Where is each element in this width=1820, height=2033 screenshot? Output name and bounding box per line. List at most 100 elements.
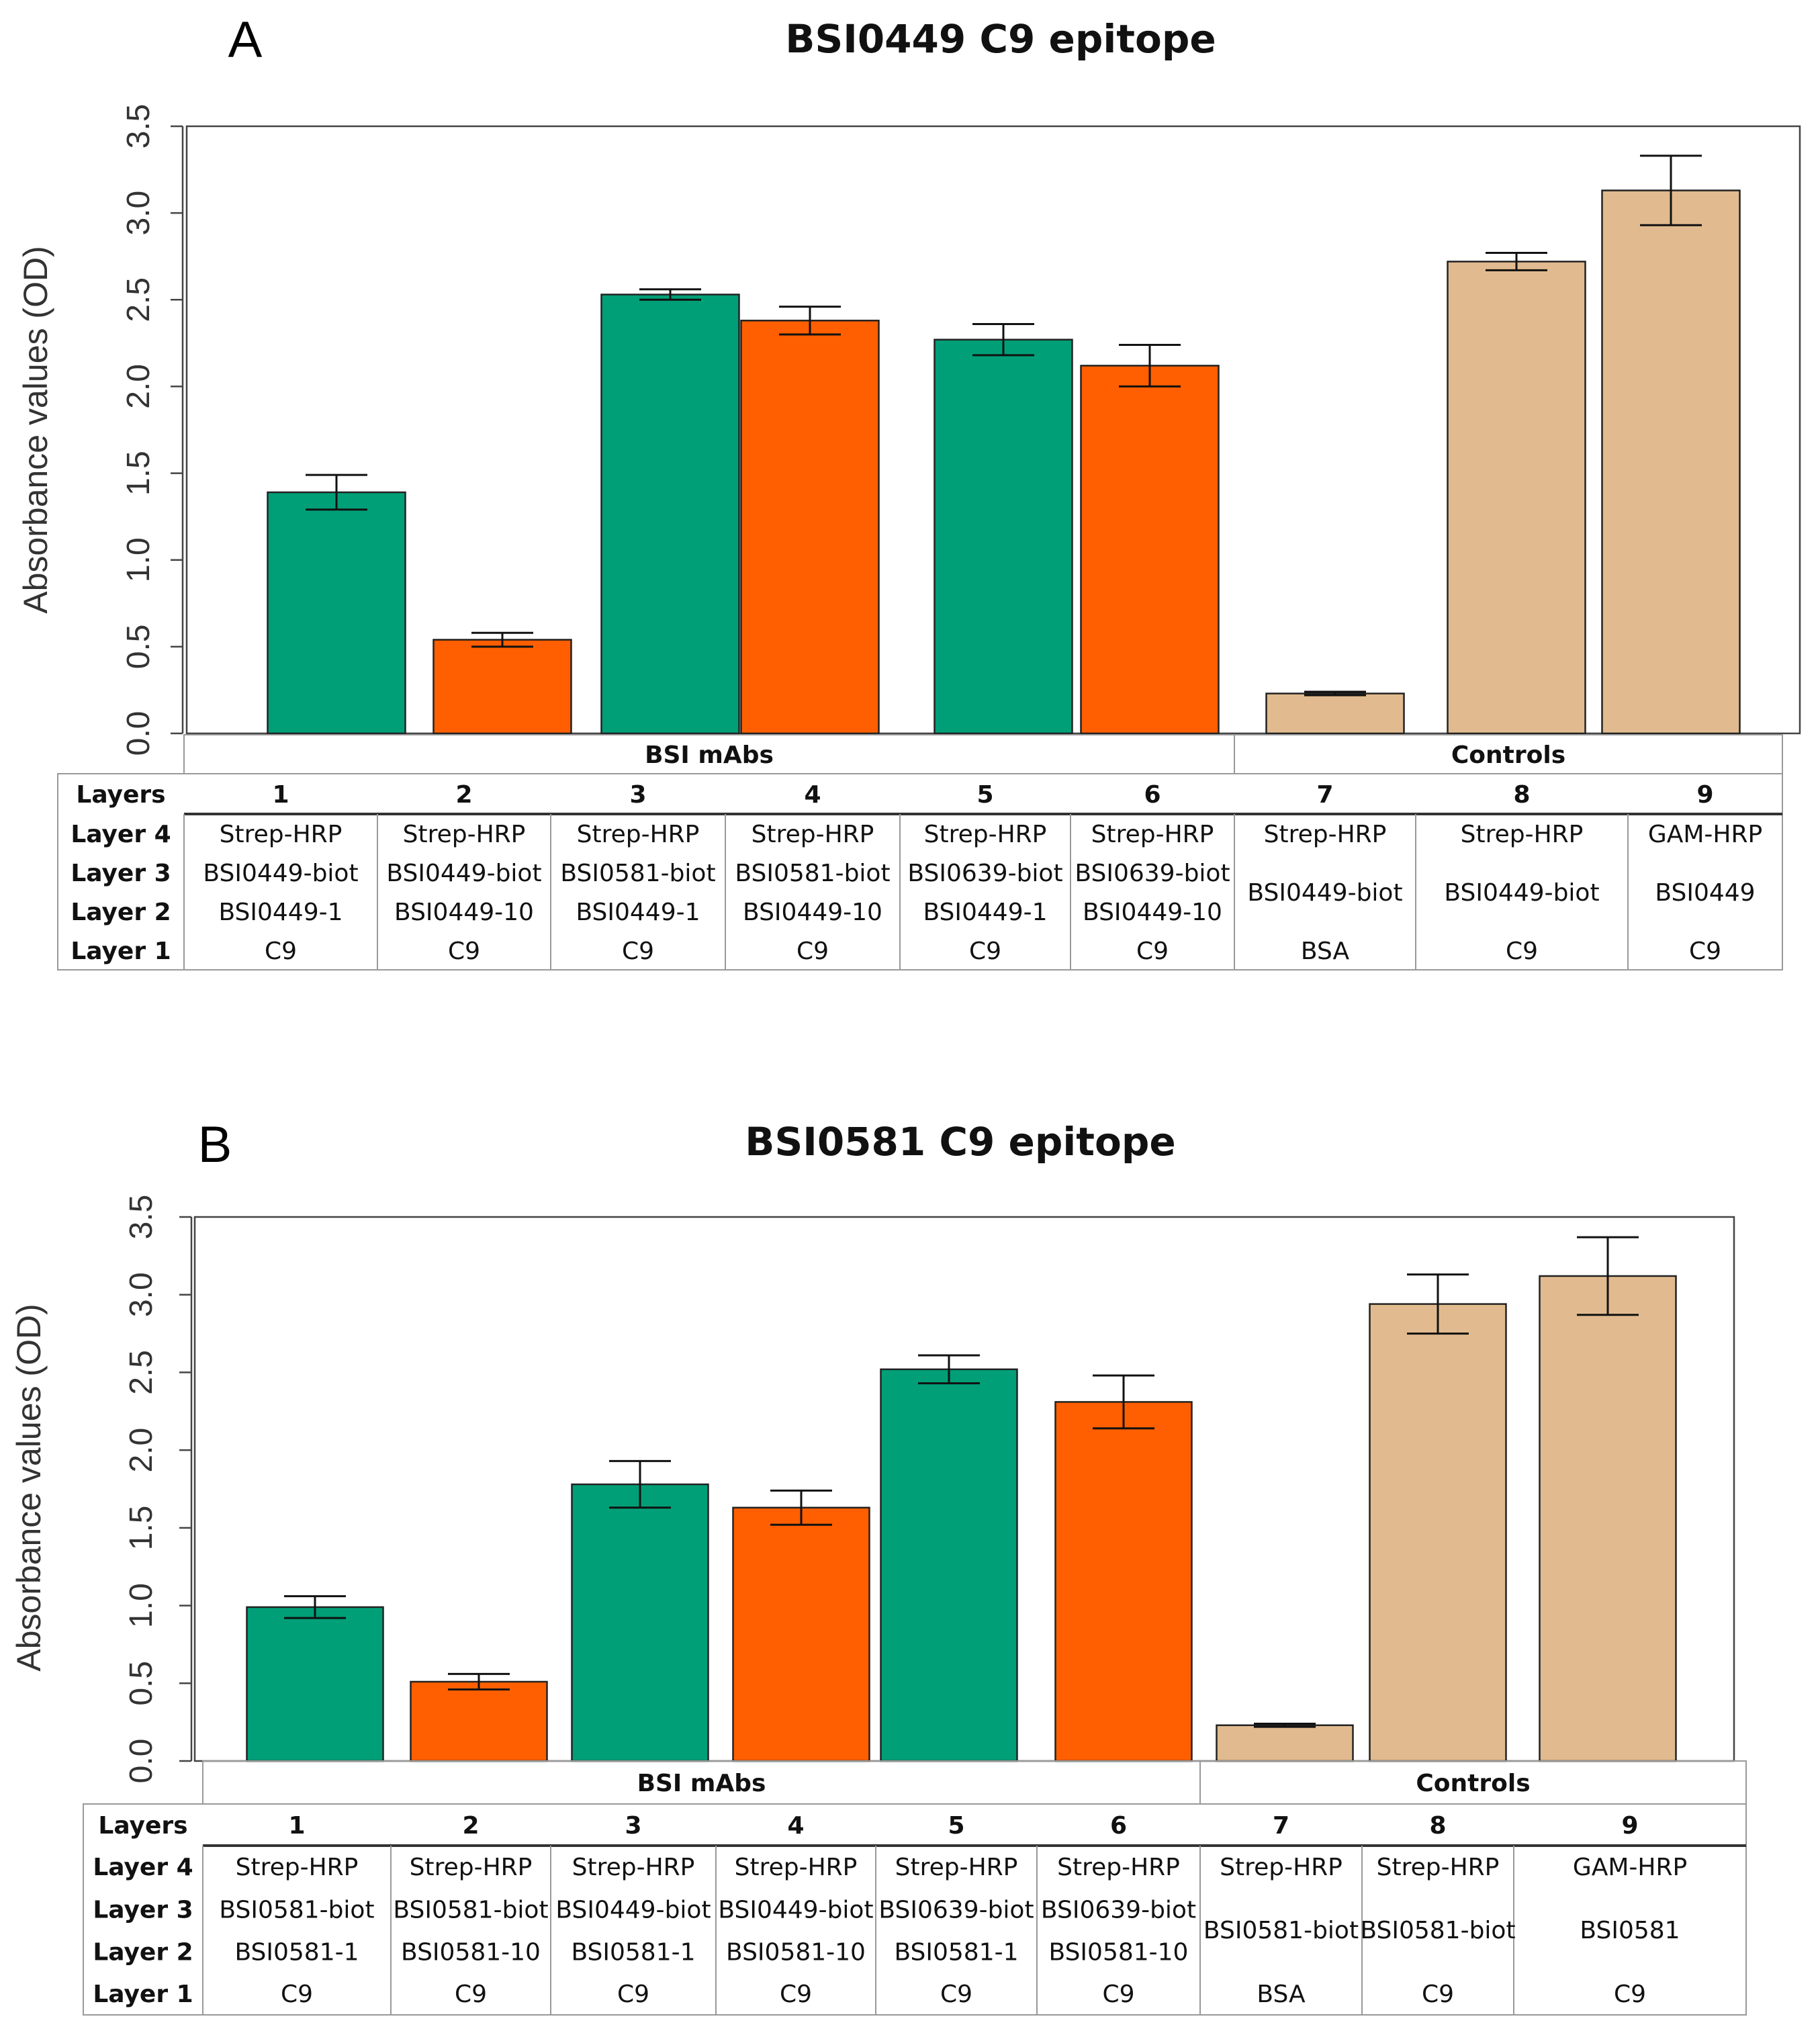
layer2-cell: BSI0581-10 xyxy=(401,1939,541,1967)
category-label: 9 xyxy=(1696,781,1713,809)
layer23-merged-cell: BSI0449-biot xyxy=(1444,879,1599,907)
y-tick-label: 2.0 xyxy=(124,1428,159,1473)
layer23-merged-cell: BSI0449 xyxy=(1655,879,1755,907)
layer1-cell: C9 xyxy=(265,938,297,965)
y-tick-label: 2.5 xyxy=(124,1350,159,1395)
layer4-cell: Strep-HRP xyxy=(1377,1854,1500,1881)
layer3-cell: BSI0581-biot xyxy=(560,860,715,887)
layers-table xyxy=(83,1803,1747,2016)
layer3-cell: BSI0449-biot xyxy=(718,1897,873,1924)
bar-1 xyxy=(267,491,406,735)
layer4-cell: GAM-HRP xyxy=(1573,1854,1687,1881)
y-tick-label: 1.0 xyxy=(124,1583,159,1628)
bar-1 xyxy=(246,1606,384,1762)
category-label: 1 xyxy=(288,1812,305,1840)
y-tick-label: 0.0 xyxy=(124,1739,159,1784)
layer4-cell: Strep-HRP xyxy=(1057,1854,1180,1881)
layer2-cell: BSI0581-1 xyxy=(234,1939,359,1967)
layer2-cell: BSI0449-1 xyxy=(923,899,1047,926)
category-label: 5 xyxy=(948,1812,964,1840)
layer1-cell: C9 xyxy=(780,1981,812,2008)
bar-9 xyxy=(1601,189,1741,735)
bar-3 xyxy=(600,293,740,735)
layer1-cell: C9 xyxy=(1136,938,1169,965)
y-tick-label: 3.5 xyxy=(124,1195,159,1240)
layer1-cell: BSA xyxy=(1301,938,1350,965)
category-label: 2 xyxy=(462,1812,479,1840)
layer2-cell: BSI0449-1 xyxy=(576,899,700,926)
category-label: 5 xyxy=(976,781,993,809)
y-tick-label: 3.5 xyxy=(121,104,156,149)
group-label-controls: Controls xyxy=(1451,741,1565,769)
bar-7 xyxy=(1265,692,1405,735)
layer2-cell: BSI0581-1 xyxy=(894,1939,1018,1967)
layer3-cell: BSI0449-biot xyxy=(555,1897,711,1924)
layer1-cell: C9 xyxy=(448,938,480,965)
layer4-cell: Strep-HRP xyxy=(403,821,526,848)
layer3-cell: BSI0581-biot xyxy=(219,1897,374,1924)
row-label-layer-3: Layer 3 xyxy=(71,860,171,887)
category-label: 7 xyxy=(1316,781,1333,809)
y-tick-label: 3.0 xyxy=(121,191,156,236)
layer2-cell: BSI0581-10 xyxy=(726,1939,866,1967)
layer4-cell: Strep-HRP xyxy=(236,1854,359,1881)
group-label-bsi-mabs: BSI mAbs xyxy=(645,741,774,769)
layer23-merged-cell: BSI0581-biot xyxy=(1360,1917,1515,1944)
category-label: 4 xyxy=(787,1812,804,1840)
layer1-cell: C9 xyxy=(797,938,829,965)
y-tick-label: 0.5 xyxy=(121,624,156,669)
y-tick-label: 0.5 xyxy=(124,1661,159,1706)
category-label: 4 xyxy=(804,781,821,809)
bar-8 xyxy=(1447,261,1586,735)
layer1-cell: C9 xyxy=(617,1981,649,2008)
layer3-cell: BSI0639-biot xyxy=(878,1897,1034,1924)
layer1-cell: C9 xyxy=(940,1981,972,2008)
bar-2 xyxy=(410,1680,548,1762)
bar-8 xyxy=(1369,1303,1507,1762)
category-label: 2 xyxy=(455,781,472,809)
category-label: 3 xyxy=(625,1812,641,1840)
bar-6 xyxy=(1054,1401,1193,1762)
layer4-cell: Strep-HRP xyxy=(577,821,700,848)
bar-5 xyxy=(934,338,1073,735)
layer23-merged-cell: BSI0581 xyxy=(1580,1917,1680,1944)
row-label-layer-4: Layer 4 xyxy=(71,821,171,848)
category-label: 9 xyxy=(1621,1812,1638,1840)
layer1-cell: C9 xyxy=(1614,1981,1646,2008)
bar-4 xyxy=(740,320,880,735)
y-tick-label: 2.0 xyxy=(121,364,156,409)
layer2-cell: BSI0449-1 xyxy=(218,899,343,926)
row-label-layer-2: Layer 2 xyxy=(71,899,171,926)
y-tick-label: 1.5 xyxy=(124,1505,159,1550)
layer1-cell: C9 xyxy=(969,938,1001,965)
category-label: 8 xyxy=(1429,1812,1446,1840)
category-label: 1 xyxy=(272,781,289,809)
y-tick-label: 1.0 xyxy=(121,537,156,582)
row-header-layers: Layers xyxy=(76,781,165,809)
group-label-controls: Controls xyxy=(1416,1770,1530,1797)
layer1-cell: C9 xyxy=(1422,1981,1454,2008)
layer3-cell: BSI0581-biot xyxy=(393,1897,548,1924)
layer2-cell: BSI0581-10 xyxy=(1049,1939,1189,1967)
layer1-cell: C9 xyxy=(1506,938,1538,965)
bar-9 xyxy=(1539,1275,1677,1762)
group-label-bsi-mabs: BSI mAbs xyxy=(637,1770,766,1797)
bar-5 xyxy=(880,1368,1018,1762)
layer4-cell: Strep-HRP xyxy=(735,1854,858,1881)
layer4-cell: Strep-HRP xyxy=(1461,821,1584,848)
layer4-cell: GAM-HRP xyxy=(1648,821,1762,848)
chart-title: BSI0581 C9 epitope xyxy=(745,1119,1175,1165)
layer4-cell: Strep-HRP xyxy=(410,1854,533,1881)
layers-table xyxy=(57,773,1783,970)
layer4-cell: Strep-HRP xyxy=(752,821,874,848)
panel-letter: B xyxy=(198,1116,232,1173)
y-axis-label: Absorbance values (OD) xyxy=(17,246,54,613)
bar-4 xyxy=(732,1506,870,1762)
panel-letter: A xyxy=(228,11,263,69)
layer4-cell: Strep-HRP xyxy=(572,1854,695,1881)
y-axis-label: Absorbance values (OD) xyxy=(10,1304,48,1671)
bar-6 xyxy=(1080,365,1220,735)
layer4-cell: Strep-HRP xyxy=(1264,821,1387,848)
bar-7 xyxy=(1216,1724,1354,1762)
